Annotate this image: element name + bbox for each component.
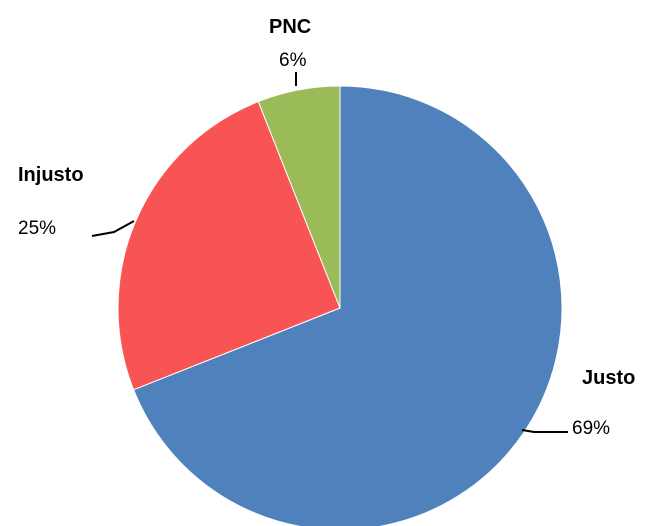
slice-label-injusto: Injusto xyxy=(18,164,84,186)
slice-label-justo: Justo xyxy=(582,367,635,389)
pie-slice-pnc xyxy=(257,85,341,309)
slice-value-injusto: 25% xyxy=(18,218,56,239)
leader-line-justo xyxy=(521,429,568,433)
pie-slice-injusto xyxy=(117,100,341,391)
slice-value-justo: 69% xyxy=(572,418,610,439)
pie-slice-justo xyxy=(132,85,563,526)
leader-line-injusto xyxy=(91,220,135,237)
leader-lines xyxy=(91,72,568,433)
slice-label-pnc: PNC xyxy=(269,16,311,38)
pie-slices xyxy=(117,85,563,526)
slice-value-pnc: 6% xyxy=(279,50,307,71)
